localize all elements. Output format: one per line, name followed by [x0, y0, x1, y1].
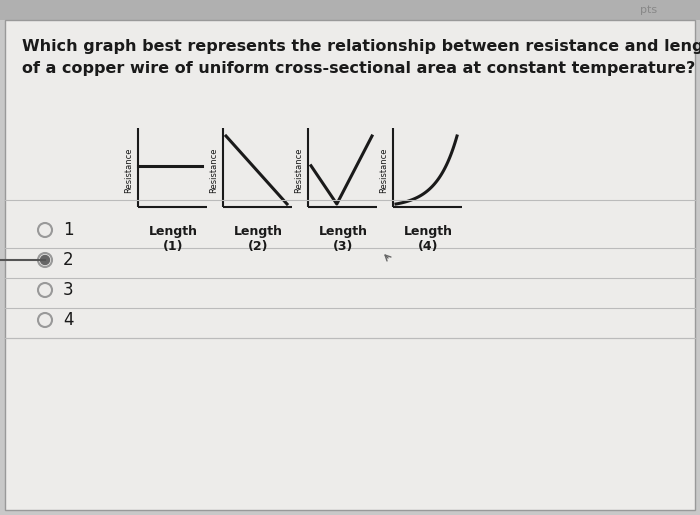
Bar [0, 0, 700, 20]
Text: 2: 2 [63, 251, 74, 269]
Text: Length
(1): Length (1) [148, 225, 197, 253]
Text: Resistance: Resistance [379, 147, 389, 193]
Text: of a copper wire of uniform cross-sectional area at constant temperature?: of a copper wire of uniform cross-sectio… [22, 60, 695, 76]
Text: Resistance: Resistance [295, 147, 304, 193]
Text: Resistance: Resistance [125, 147, 134, 193]
Text: pts: pts [640, 5, 657, 15]
Circle shape [41, 255, 50, 265]
Text: Length
(2): Length (2) [234, 225, 283, 253]
Text: Which graph best represents the relationship between resistance and length: Which graph best represents the relation… [22, 40, 700, 55]
Text: 3: 3 [63, 281, 74, 299]
Text: 4: 4 [63, 311, 74, 329]
Text: Length
(3): Length (3) [318, 225, 368, 253]
Text: 1: 1 [63, 221, 74, 239]
Text: Length
(4): Length (4) [403, 225, 452, 253]
Text: Resistance: Resistance [209, 147, 218, 193]
